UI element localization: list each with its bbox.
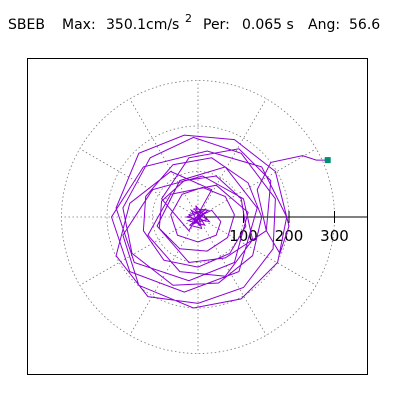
max-unit-exponent: 2 [185,12,192,25]
period-label: Per: [203,17,230,33]
plot-frame: 100 200 300 [27,58,368,375]
grid-spoke-210 [79,216,199,286]
grid-spoke-300 [197,216,267,336]
grid-spoke-330 [197,216,317,286]
max-label: Max: [62,17,96,33]
chart-header: SBEB Max: 350.1 cm/s 2 Per: 0.065 s Ang:… [0,0,400,44]
grid-spoke-150 [79,148,199,218]
angle-label: Ang: [308,17,341,33]
station-code: SBEB [8,17,45,33]
period-value: 0.065 s [242,17,294,33]
motion-trace [110,134,328,309]
grid-spoke-240 [129,216,199,336]
end-point-marker [324,157,331,164]
tick-label-300: 300 [320,227,349,245]
max-value: 350.1 [106,17,147,33]
angle-value: 56.6 [349,17,381,33]
grid-spoke-30 [197,148,317,218]
grid-spoke-120 [129,98,199,218]
polar-plot: 100 200 300 [61,80,367,354]
tick-label-200: 200 [275,227,304,245]
max-unit: cm/s [146,17,180,33]
